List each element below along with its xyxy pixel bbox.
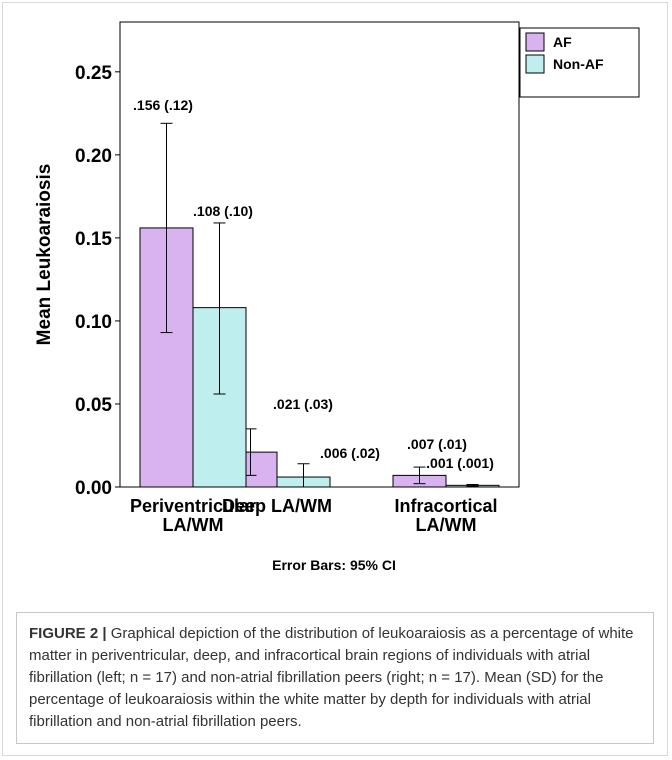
y-tick-label: 0.20 — [75, 146, 112, 167]
y-tick-label: 0.10 — [75, 312, 112, 333]
caption-label: FIGURE 2 | — [29, 625, 107, 642]
data-label: .007 (.01) — [407, 436, 467, 452]
chart: 0.00 0.05 0.10 0.15 0.20 0.25 Mean Leukoaraios… — [34, 21, 640, 573]
x-tick-label: LA/WM — [416, 515, 477, 535]
x-tick-label: Infracortical — [394, 496, 497, 516]
data-label: .108 (.10) — [193, 203, 253, 219]
legend-swatch-non-af — [525, 54, 545, 74]
data-label: .006 (.02) — [320, 445, 380, 461]
legend-label-af: AF — [553, 34, 572, 50]
figure-caption: FIGURE 2 | Graphical depiction of the di… — [16, 612, 654, 744]
y-tick-label: 0.15 — [75, 229, 112, 250]
y-tick-label: 0.25 — [75, 63, 112, 84]
x-tick-label: LA/WM — [163, 515, 224, 535]
x-tick-label: Deep LA/WM — [222, 496, 332, 516]
data-label: .021 (.03) — [273, 396, 333, 412]
legend-swatch-af — [525, 32, 545, 52]
x-tick-label: Periventricular — [130, 496, 256, 516]
y-tick-label: 0.05 — [75, 395, 112, 416]
data-label: .001 (.001) — [426, 455, 494, 471]
caption-text: Graphical depiction of the distribution … — [29, 625, 634, 730]
data-label: .156 (.12) — [133, 97, 193, 113]
legend-label-non-af: Non-AF — [553, 56, 604, 72]
y-tick-label: 0.00 — [75, 478, 112, 499]
footnote: Error Bars: 95% CI — [272, 557, 396, 573]
y-axis-label: Mean Leukoaraiosis — [34, 164, 55, 346]
